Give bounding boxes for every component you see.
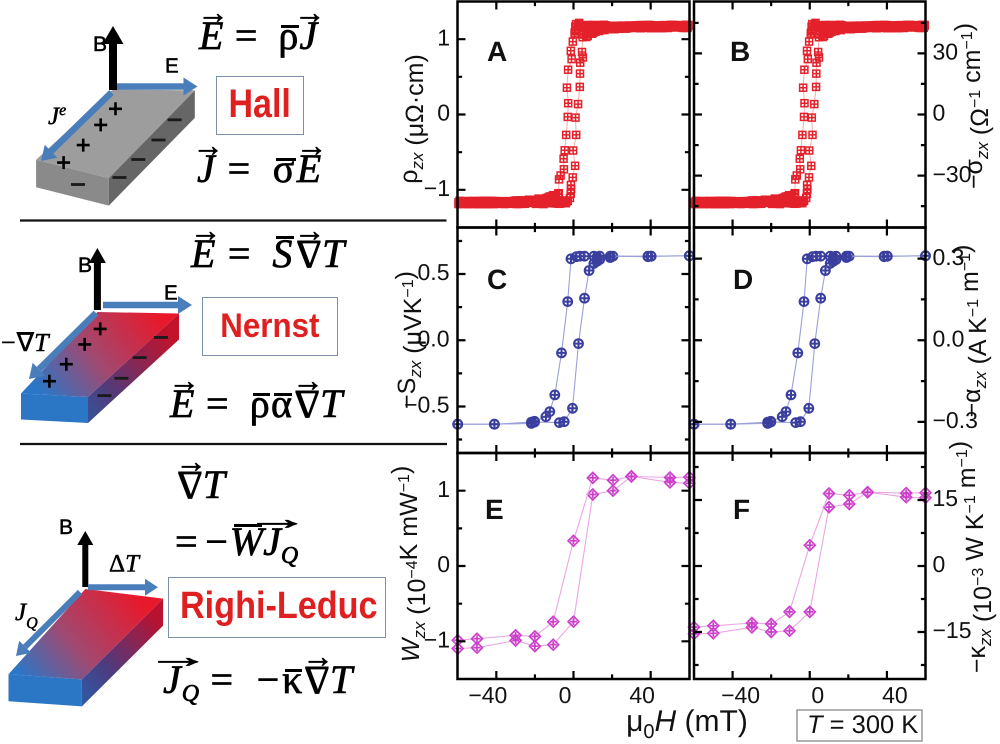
svg-text:−∇T: −∇T bbox=[1, 328, 50, 357]
svg-text:ΔT: ΔT bbox=[109, 551, 141, 578]
svg-text:−1: −1 bbox=[424, 627, 450, 653]
svg-text:0: 0 bbox=[811, 682, 824, 708]
svg-text:0.5: 0.5 bbox=[418, 259, 450, 285]
svg-text:0.3: 0.3 bbox=[933, 244, 965, 270]
svg-text:−40: −40 bbox=[721, 682, 760, 708]
svg-text:B: B bbox=[59, 516, 73, 539]
svg-text:B: B bbox=[730, 36, 750, 67]
svg-text:0: 0 bbox=[933, 551, 946, 577]
svg-text:1: 1 bbox=[437, 24, 450, 50]
svg-text:−0.3: −0.3 bbox=[933, 407, 978, 433]
svg-text:Je: Je bbox=[48, 102, 66, 130]
svg-text:−40: −40 bbox=[468, 682, 507, 708]
svg-text:Wzx (10−4K mW−1): Wzx (10−4K mW−1) bbox=[387, 466, 431, 663]
svg-text:30: 30 bbox=[933, 39, 959, 65]
svg-text:C: C bbox=[487, 264, 507, 295]
svg-text:E: E bbox=[165, 55, 179, 78]
svg-text:E: E bbox=[164, 282, 178, 305]
svg-text:JQ: JQ bbox=[15, 599, 38, 632]
svg-text:ρzx (μΩ·cm): ρzx (μΩ·cm) bbox=[395, 54, 429, 184]
svg-text:0: 0 bbox=[559, 682, 572, 708]
svg-text:B: B bbox=[78, 254, 92, 277]
svg-text:E: E bbox=[485, 494, 504, 525]
svg-text:F: F bbox=[733, 494, 750, 525]
svg-text:B: B bbox=[93, 33, 107, 56]
svg-text:A: A bbox=[487, 36, 507, 67]
svg-text:μ0H (mT): μ0H (mT) bbox=[626, 705, 748, 743]
svg-text:−Szx (μVK−1): −Szx (μVK−1) bbox=[391, 271, 427, 409]
svg-text:15: 15 bbox=[933, 485, 959, 511]
svg-text:−30: −30 bbox=[933, 161, 972, 187]
svg-text:T = 300 K: T = 300 K bbox=[807, 711, 918, 739]
svg-text:0.0: 0.0 bbox=[933, 325, 965, 351]
svg-text:−1: −1 bbox=[424, 175, 450, 201]
svg-text:40: 40 bbox=[882, 682, 908, 708]
svg-text:−15: −15 bbox=[933, 617, 972, 643]
svg-text:D: D bbox=[733, 264, 753, 295]
svg-text:0: 0 bbox=[933, 100, 946, 126]
svg-text:0: 0 bbox=[437, 100, 450, 126]
svg-text:0: 0 bbox=[437, 551, 450, 577]
svg-text:1: 1 bbox=[437, 476, 450, 502]
svg-text:−0.5: −0.5 bbox=[404, 392, 449, 418]
svg-text:40: 40 bbox=[629, 682, 655, 708]
svg-text:0.0: 0.0 bbox=[418, 325, 450, 351]
